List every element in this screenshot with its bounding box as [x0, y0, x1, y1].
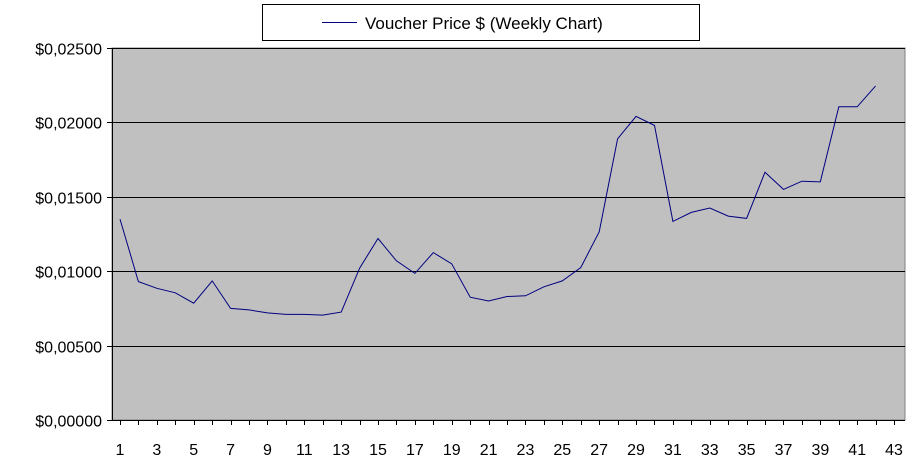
- x-tick-label: 13: [332, 442, 350, 459]
- x-tick-label: 43: [885, 442, 903, 459]
- y-ticks: $0,00000 $0,00500 $0,01000 $0,01500 $0,02000…: [35, 42, 112, 431]
- x-tick-label: 39: [811, 442, 829, 459]
- x-tick-label: 25: [553, 442, 571, 459]
- y-tick-label: $0,00000: [35, 414, 102, 431]
- x-tick-label: 23: [517, 442, 535, 459]
- x-tick-label: 31: [664, 442, 682, 459]
- y-tick-label: $0,01500: [35, 191, 102, 208]
- y-tick-label: $0,01000: [35, 265, 102, 282]
- x-tick-label: 41: [848, 442, 866, 459]
- x-tick-label: 15: [369, 442, 387, 459]
- x-ticks: 1 3 5 7 9 11 13 15 17 19 21 23 25 27 29 31 33 35 37 39 41 43: [116, 420, 903, 459]
- x-tick-label: 37: [775, 442, 793, 459]
- x-tick-label: 35: [738, 442, 756, 459]
- legend-label: Voucher Price $ (Weekly Chart): [365, 14, 603, 33]
- gridlines: [112, 48, 905, 347]
- legend: Voucher Price $ (Weekly Chart): [262, 4, 700, 41]
- x-tick-label: 3: [152, 442, 161, 459]
- x-tick-label: 19: [443, 442, 461, 459]
- x-tick-label: 1: [116, 442, 125, 459]
- y-tick-label: $0,00500: [35, 340, 102, 357]
- y-tick-label: $0,02000: [35, 116, 102, 133]
- x-tick-label: 33: [701, 442, 719, 459]
- x-tick-label: 21: [480, 442, 498, 459]
- plot-area: [111, 47, 906, 421]
- x-tick-label: 9: [263, 442, 272, 459]
- x-tick-label: 7: [226, 442, 235, 459]
- x-tick-label: 11: [296, 442, 313, 459]
- x-tick-label: 5: [189, 442, 198, 459]
- series-line: [119, 85, 876, 316]
- y-tick-label: $0,02500: [35, 42, 102, 59]
- x-tick-label: 17: [406, 442, 424, 459]
- x-tick-label: 27: [590, 442, 608, 459]
- x-tick-label: 29: [627, 442, 645, 459]
